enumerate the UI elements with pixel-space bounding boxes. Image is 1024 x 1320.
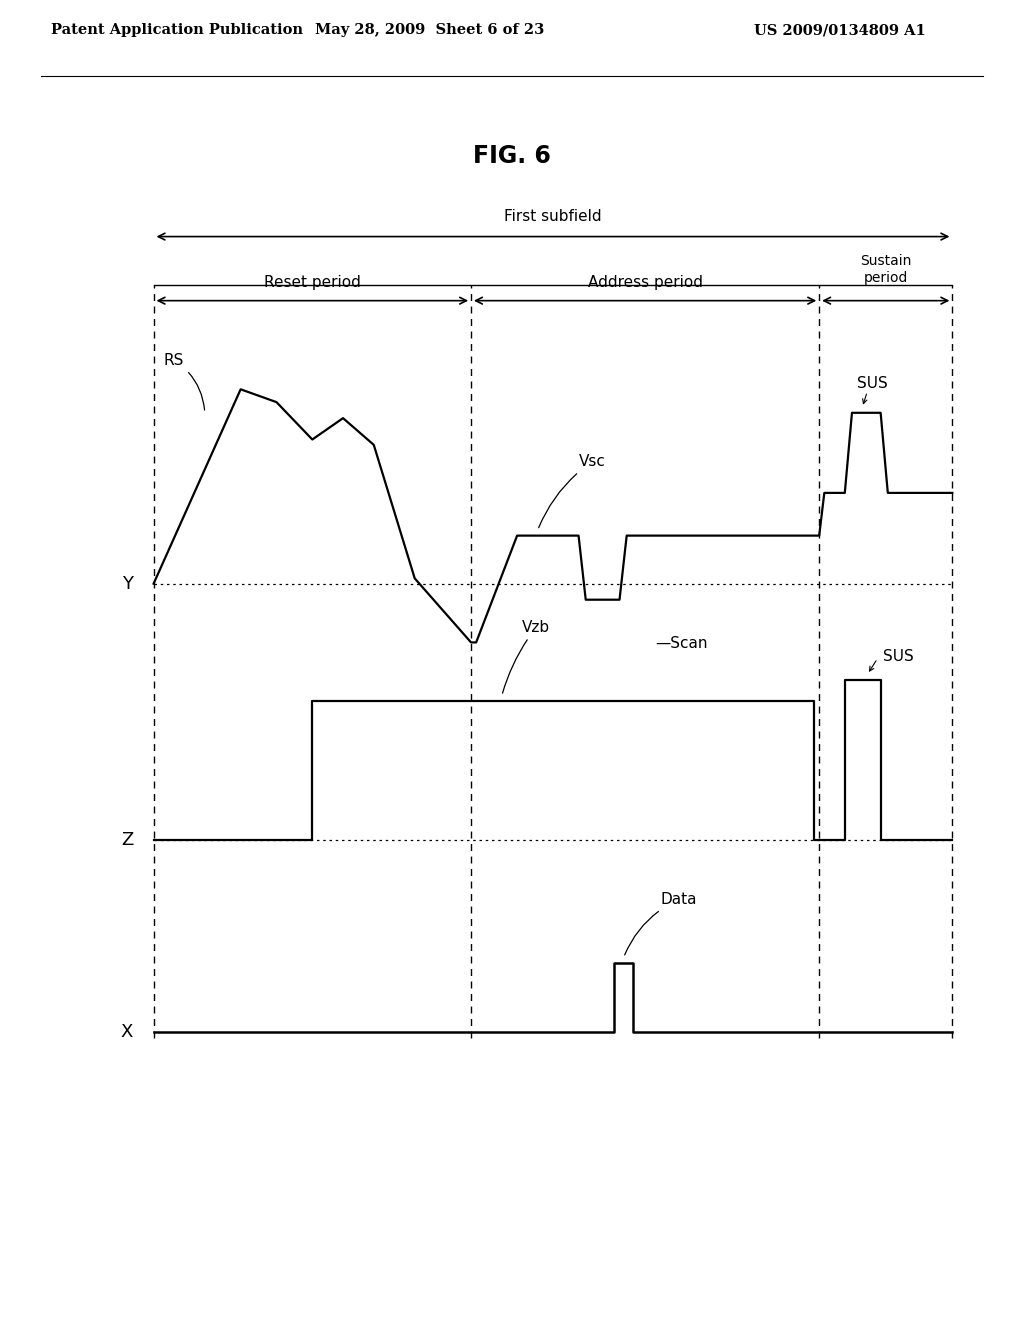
Text: Vsc: Vsc xyxy=(539,454,605,528)
Text: Patent Application Publication: Patent Application Publication xyxy=(51,22,303,37)
Text: Data: Data xyxy=(625,892,697,954)
Text: Y: Y xyxy=(122,574,133,593)
Text: Z: Z xyxy=(121,832,133,849)
Text: First subfield: First subfield xyxy=(504,209,602,224)
Text: US 2009/0134809 A1: US 2009/0134809 A1 xyxy=(754,22,926,37)
Text: —Scan: —Scan xyxy=(627,597,708,651)
Text: SUS: SUS xyxy=(857,376,888,392)
Text: SUS: SUS xyxy=(883,648,913,664)
Text: RS: RS xyxy=(164,352,205,411)
Text: Reset period: Reset period xyxy=(264,275,360,290)
Text: Vzb: Vzb xyxy=(503,619,550,693)
Text: May 28, 2009  Sheet 6 of 23: May 28, 2009 Sheet 6 of 23 xyxy=(315,22,545,37)
Text: FIG. 6: FIG. 6 xyxy=(473,144,551,169)
Text: Address period: Address period xyxy=(588,275,702,290)
Text: Sustain
period: Sustain period xyxy=(860,255,911,285)
Text: X: X xyxy=(121,1023,133,1041)
